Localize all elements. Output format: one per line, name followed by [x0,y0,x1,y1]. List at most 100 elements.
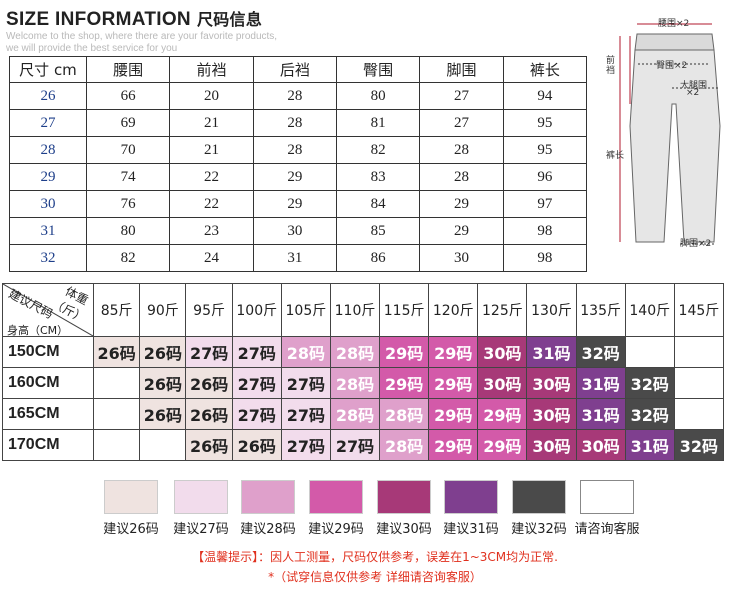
legend-label: 建议30码 [376,522,432,537]
measurement-cell: 29 [252,163,337,191]
suggested-size-cell: 27码 [280,429,331,461]
weight-header-cell: 110斤 [329,283,381,337]
size-table-row: 26 66 20 28 80 27 94 [9,82,588,110]
legend-swatch [309,480,363,514]
size-cell: 27 [9,109,87,137]
measurement-cell: 95 [502,109,588,137]
measurement-cell: 81 [335,109,421,137]
suggested-size-cell: 28码 [329,336,381,368]
measurement-cell: 27 [419,82,504,110]
measurement-cell: 30 [419,244,504,272]
size-cell: 32 [9,244,87,272]
suggested-size-cell [92,398,141,430]
weight-header-cell: 120斤 [428,283,479,337]
suggested-size-cell: 27码 [231,398,282,430]
legend-swatch [444,480,498,514]
size-table-row: 29 74 22 29 83 28 96 [9,163,588,191]
weight-header-cell: 140斤 [624,283,675,337]
legend-swatch [241,480,295,514]
legend-label: 建议27码 [173,522,229,537]
size-header-cell: 后裆 [252,56,337,83]
size-header-cell: 尺寸 cm [9,56,87,83]
thigh-label: 大腿围 [680,81,708,91]
suggested-size-cell: 26码 [185,367,233,399]
suggested-size-cell: 32码 [673,429,725,461]
suggested-size-cell: 31码 [575,398,626,430]
suggested-size-cell [92,367,141,399]
suggested-size-cell: 26码 [92,336,141,368]
suggested-size-cell: 31码 [575,367,626,399]
legend-label: 建议26码 [103,522,159,537]
suggested-size-cell [673,367,725,399]
size-table-row: 30 76 22 29 84 29 97 [9,190,588,218]
suggested-size-cell: 31码 [526,336,577,368]
measurement-cell: 82 [335,136,421,164]
measurement-cell: 86 [335,244,421,272]
color-legend: 建议26码 建议27码 建议28码 建议29码 建议30码 建议31码 建议32码 请咨询客服 [103,480,644,540]
measurement-cell: 24 [169,244,254,272]
weight-header-cell: 105斤 [280,283,331,337]
suggested-size-cell: 27码 [185,336,233,368]
front-rise-label: 前裆 [606,56,616,76]
measurement-cell: 85 [335,217,421,245]
measurement-cell: 66 [85,82,171,110]
measurement-cell: 28 [419,136,504,164]
suggested-size-cell: 27码 [329,429,381,461]
weight-header-cell: 100斤 [231,283,282,337]
fit-note: *（试穿信息仅供参考 详细请咨询客服） [268,570,482,584]
subtitle-line-2: we will provide the best service for you [6,43,178,54]
measurement-cell: 98 [502,217,588,245]
suggested-size-cell: 29码 [379,336,430,368]
measurement-cell: 69 [85,109,171,137]
recommendation-table-body: 150CM 26码 26码 27码 27码 28码 28码 29码 29码 30码 31码 32码 16… [2,336,725,461]
legend-swatch [104,480,158,514]
weight-header-cell: 125斤 [477,283,528,337]
page-header: SIZE INFORMATION 尺码信息 Welcome to the shop… [6,6,277,55]
measurement-cell: 29 [419,217,504,245]
suggested-size-cell: 28码 [329,398,381,430]
suggested-size-cell: 30码 [526,367,577,399]
tip-note: 【温馨提示】：因人工测量，尺码仅供参考，误差在1~3CM均为正常. [192,550,558,564]
legend-swatch [377,480,431,514]
height-label: 165CM [2,398,94,430]
title-zh: 尺码信息 [196,10,263,29]
legend-label: 建议28码 [240,522,296,537]
suggested-size-cell: 28码 [280,336,331,368]
measurement-cell: 28 [252,109,337,137]
recommendation-table: 体重（斤） 建议尺码 身高（CM） 85斤 90斤 95斤 100斤 105斤 110斤 1… [2,283,725,461]
suggested-size-cell: 28码 [379,398,430,430]
size-header-cell: 脚围 [419,56,504,83]
size-header-cell: 前裆 [169,56,254,83]
legend-label: 建议29码 [308,522,364,537]
height-label: 170CM [2,429,94,461]
height-label: 150CM [2,336,94,368]
measurement-cell: 30 [252,217,337,245]
corner-height-label: 身高（CM） [7,324,69,336]
suggested-size-cell: 29码 [477,398,528,430]
suggested-size-cell: 28码 [379,429,430,461]
legend-label: 请咨询客服 [574,522,640,537]
weight-header-cell: 130斤 [526,283,577,337]
corner-cell: 体重（斤） 建议尺码 身高（CM） [3,284,93,336]
size-table-row: 32 82 24 31 86 30 98 [9,244,588,272]
measurement-cell: 84 [335,190,421,218]
size-header-cell: 裤长 [502,56,588,83]
recommendation-row: 170CM 26码 26码 27码 27码 28码 29码 29码 30码 30码 31码 32码 [2,429,725,461]
recommendation-row: 165CM 26码 26码 27码 27码 28码 28码 29码 29码 30码 31码 32码 [2,398,725,430]
measurement-cell: 21 [169,136,254,164]
legend-swatch [512,480,566,514]
legend-label: 建议32码 [511,522,567,537]
suggested-size-cell: 26码 [139,398,187,430]
pants-measurement-diagram: 腰围×2 臀围×2 前裆 大腿围 ×2 裤长 脚围×2 [600,6,748,256]
measurement-cell: 22 [169,190,254,218]
size-cell: 31 [9,217,87,245]
measurement-cell: 76 [85,190,171,218]
size-cell: 30 [9,190,87,218]
legend-swatch [174,480,228,514]
size-cell: 28 [9,136,87,164]
size-table-row: 27 69 21 28 81 27 95 [9,109,588,137]
hip-label: 臀围×2 [656,61,688,71]
measurement-cell: 28 [252,82,337,110]
suggested-size-cell: 32码 [624,367,675,399]
measurement-cell: 80 [335,82,421,110]
